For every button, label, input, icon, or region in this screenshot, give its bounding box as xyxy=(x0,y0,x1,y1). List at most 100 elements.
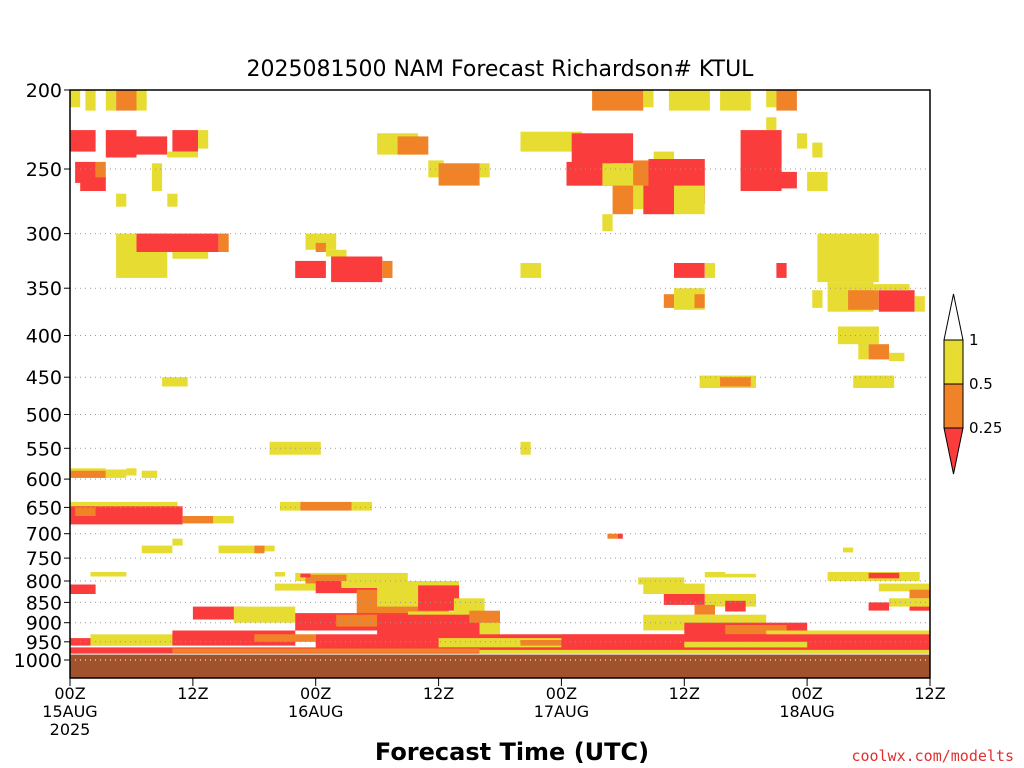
heatmap-cell xyxy=(438,638,562,648)
heatmap-cell xyxy=(233,606,296,623)
heatmap-cell xyxy=(694,604,715,615)
heatmap-cell xyxy=(305,233,337,250)
heatmap-cell xyxy=(704,572,726,578)
heatmap-cell xyxy=(561,634,685,650)
heatmap-cell xyxy=(837,326,879,345)
heatmap-cell xyxy=(172,648,480,653)
credit-text: coolwx.com/modelts xyxy=(851,747,1014,765)
heatmap-cell xyxy=(453,598,485,615)
heatmap-cell xyxy=(167,193,178,207)
heatmap-cell xyxy=(469,610,500,623)
heatmap-cell xyxy=(438,163,480,186)
heatmap-cell xyxy=(136,90,147,111)
heatmap-cell xyxy=(279,501,301,511)
heatmap-cell xyxy=(766,90,777,108)
heatmap-cell xyxy=(684,641,808,650)
heatmap-cell xyxy=(878,583,930,592)
heatmap-cell xyxy=(90,572,127,577)
heatmap-cell xyxy=(694,294,705,308)
y-tick-label: 300 xyxy=(26,224,62,246)
heatmap-cell xyxy=(612,185,634,215)
heatmap-cell xyxy=(592,90,644,111)
heatmap-cell xyxy=(602,163,634,186)
heatmap-cell xyxy=(70,90,81,108)
heatmap-cell xyxy=(704,263,715,278)
legend-swatch xyxy=(943,383,964,429)
heatmap-cell xyxy=(873,284,910,291)
legend-swatch xyxy=(943,339,964,385)
heatmap-cell xyxy=(90,634,193,646)
heatmap-cell xyxy=(914,296,925,312)
heatmap-cell xyxy=(136,233,219,252)
x-tick-label: 2025 xyxy=(50,720,91,739)
y-tick-label: 900 xyxy=(26,613,62,635)
heatmap-cell xyxy=(868,602,890,611)
heatmap-cell xyxy=(70,501,178,508)
heatmap-cell xyxy=(643,90,654,108)
heatmap-cell xyxy=(182,516,214,524)
heatmap-cell xyxy=(336,614,408,627)
legend-level-label: 1 xyxy=(969,331,979,349)
heatmap-cell xyxy=(663,594,705,605)
heatmap-cell xyxy=(889,598,930,607)
y-tick-label: 800 xyxy=(26,571,62,593)
heatmap-cell xyxy=(274,572,285,577)
heatmap-cell xyxy=(878,290,915,312)
heatmap-cell xyxy=(326,249,347,257)
plot-background xyxy=(70,90,930,678)
heatmap-cell xyxy=(781,171,797,189)
heatmap-cell xyxy=(141,470,158,478)
heatmap-cell xyxy=(720,377,751,387)
heatmap-cell xyxy=(105,130,137,158)
heatmap-cell xyxy=(264,545,275,552)
heatmap-cell xyxy=(95,161,106,181)
x-tick-label: 17AUG xyxy=(534,702,589,721)
y-tick-label: 200 xyxy=(26,80,62,102)
heatmap-cell xyxy=(858,342,869,360)
x-tick-label: 00Z xyxy=(300,684,331,703)
heatmap-cell xyxy=(254,545,265,554)
heatmap-cell xyxy=(812,142,823,158)
heatmap-cell xyxy=(607,533,618,539)
heatmap-cell xyxy=(848,290,879,310)
x-tick-label: 15AUG xyxy=(42,702,97,721)
heatmap-cell xyxy=(70,470,106,478)
heatmap-cell xyxy=(602,214,613,232)
heatmap-cell xyxy=(80,177,106,191)
heatmap-cell xyxy=(520,131,582,152)
y-tick-label: 400 xyxy=(26,326,62,348)
legend-swatch xyxy=(943,427,964,475)
heatmap-cell xyxy=(566,161,613,186)
y-tick-label: 450 xyxy=(26,367,62,389)
heatmap-cell xyxy=(116,90,137,111)
heatmap-cell xyxy=(351,501,372,511)
heatmap-cell xyxy=(740,130,782,191)
heatmap-cell xyxy=(418,585,460,611)
y-tick-label: 350 xyxy=(26,278,62,300)
x-tick-label: 12Z xyxy=(669,684,700,703)
heatmap-cell xyxy=(126,468,137,476)
heatmap-cell xyxy=(136,136,168,155)
x-tick-label: 18AUG xyxy=(779,702,834,721)
heatmap-cell xyxy=(889,352,905,362)
y-tick-label: 550 xyxy=(26,438,62,460)
heatmap-cell xyxy=(663,294,674,308)
x-tick-label: 00Z xyxy=(791,684,822,703)
heatmap-cell xyxy=(70,584,96,594)
heatmap-cell xyxy=(725,573,756,578)
heatmap-cell xyxy=(295,572,408,581)
y-tick-label: 500 xyxy=(26,405,62,427)
heatmap-cell xyxy=(520,263,541,278)
heatmap-cell xyxy=(479,163,490,178)
x-tick-label: 12Z xyxy=(914,684,945,703)
heatmap-cell xyxy=(331,256,383,283)
heatmap-cell xyxy=(85,90,96,111)
heatmap-cell xyxy=(295,260,326,278)
heatmap-cell xyxy=(75,507,96,516)
heatmap-cell xyxy=(843,547,854,553)
heatmap-cell xyxy=(254,634,316,642)
x-tick-label: 00Z xyxy=(54,684,85,703)
heatmap-cell xyxy=(812,290,823,308)
